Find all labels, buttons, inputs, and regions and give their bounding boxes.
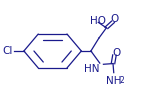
Text: NH: NH [106, 76, 122, 86]
Text: HN: HN [83, 64, 99, 74]
Text: O: O [113, 48, 121, 58]
Text: O: O [110, 14, 119, 24]
Text: 2: 2 [119, 76, 124, 85]
Text: Cl: Cl [2, 46, 13, 56]
Text: HO: HO [90, 16, 105, 26]
